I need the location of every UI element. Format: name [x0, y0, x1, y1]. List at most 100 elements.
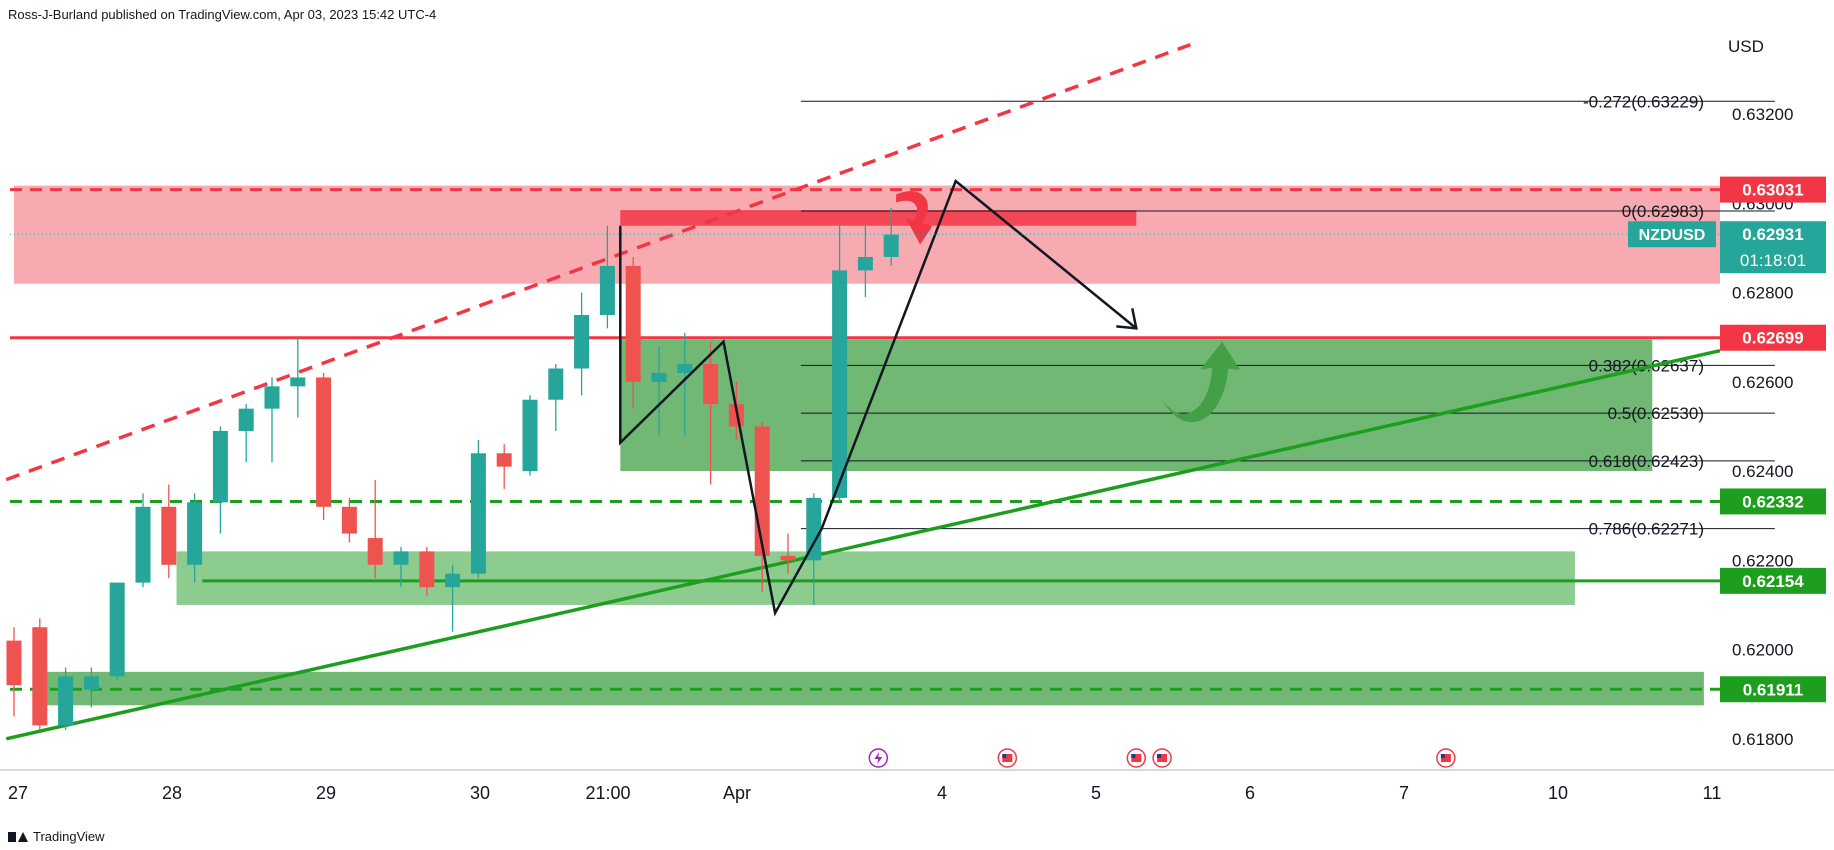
y-tick-label: 0.62600 [1732, 373, 1793, 392]
tradingview-logo-icon [8, 831, 28, 843]
dashed-red-trendline [5, 42, 1192, 482]
flag-canton [1440, 754, 1445, 758]
candle-body [341, 506, 357, 534]
green-curved-arrow-icon [1162, 341, 1241, 423]
trendlines-layer [5, 42, 1721, 741]
red-curved-arrow-icon [896, 191, 933, 245]
candle-body [470, 453, 486, 574]
candle-body [83, 676, 99, 690]
candle-body [496, 453, 512, 467]
x-tick-label: 27 [8, 783, 28, 803]
candle-body [677, 364, 693, 373]
x-tick-label: 28 [162, 783, 182, 803]
currency-label: USD [1728, 37, 1764, 56]
y-tick-label: 0.63200 [1732, 105, 1793, 124]
level-tag-bg [1720, 676, 1826, 703]
fib-level-label: 0.5(0.62530) [1608, 404, 1704, 423]
candle-body [161, 506, 177, 565]
candle-body [832, 270, 848, 498]
last-price-tag: 0.62931 [1742, 225, 1803, 244]
y-tick-label: 0.62000 [1732, 641, 1793, 660]
green-upper-zone [620, 339, 1653, 472]
level-tag: 0.63031 [1742, 181, 1803, 200]
last-price-tag-bg [1720, 221, 1826, 274]
flag-stripes [1131, 754, 1142, 762]
y-tick-label: 0.62200 [1732, 551, 1793, 570]
swing-arrowhead [1116, 308, 1138, 330]
green-middle-zone [176, 551, 1575, 605]
candle-body [780, 555, 796, 561]
level-tag-bg [1720, 567, 1826, 594]
candle-body [522, 399, 538, 472]
fib-level-label: 0(0.62983) [1622, 202, 1704, 221]
axes-layer: 0.632000.630000.628000.626000.624000.622… [0, 37, 1834, 803]
candle-body [212, 430, 228, 503]
x-tick-label: 7 [1399, 783, 1409, 803]
x-tick-label: 30 [470, 783, 490, 803]
fib-level-label: 0.618(0.62423) [1589, 452, 1704, 471]
candle-body [264, 386, 280, 409]
candle-body [32, 627, 48, 726]
flag-stripes [1002, 754, 1013, 762]
candle-body [316, 377, 332, 507]
candle-body [419, 551, 435, 588]
countdown-tag: 01:18:01 [1740, 251, 1806, 270]
events-layer [868, 748, 1456, 768]
candle-body [599, 265, 615, 315]
candle-body [445, 573, 461, 588]
candle-body [806, 497, 822, 561]
x-tick-label: 4 [937, 783, 947, 803]
y-tick-label: 0.61800 [1732, 730, 1793, 749]
published-header: Ross-J-Burland published on TradingView.… [8, 7, 437, 22]
x-tick-label: 11 [1703, 783, 1722, 803]
candle-body [393, 551, 409, 565]
candle-body [574, 314, 590, 369]
candle-body [625, 265, 641, 382]
flag-canton [1157, 754, 1162, 758]
candle-body [651, 372, 667, 382]
symbol-tag: NZDUSD [1639, 227, 1706, 244]
candles-layer [6, 207, 899, 730]
candle-body [548, 368, 564, 400]
x-tick-label: 6 [1245, 783, 1255, 803]
x-tick-label: Apr [723, 783, 751, 803]
green-trendline [5, 348, 1721, 741]
candle-body [290, 377, 306, 387]
red-supply-block [620, 210, 1137, 226]
y-tick-label: 0.62800 [1732, 284, 1793, 303]
drawings-layer [619, 179, 1241, 617]
level-tag-bg [1720, 176, 1826, 203]
candle-body [703, 364, 719, 405]
flag-canton [1131, 754, 1136, 758]
level-tag-bg [1720, 324, 1826, 351]
candle-body [238, 408, 254, 431]
candle-body [857, 256, 873, 271]
x-tick-label: 10 [1548, 783, 1568, 803]
level-tag: 0.62154 [1742, 572, 1804, 591]
symbol-tag-bg [1628, 221, 1716, 248]
flag-canton [1002, 754, 1007, 758]
fibonacci-layer: -0.272(0.63229)0(0.62983)0.382(0.62637)0… [800, 92, 1775, 539]
x-tick-label: 5 [1091, 783, 1101, 803]
candle-body [883, 234, 899, 257]
footer-brand: TradingView [33, 829, 105, 844]
candle-body [58, 676, 74, 726]
x-tick-label: 21:00 [585, 783, 630, 803]
lightning-glyph [874, 752, 883, 764]
swing-path-line [619, 179, 1138, 617]
level-tag-bg [1720, 488, 1826, 515]
y-tick-label: 0.62400 [1732, 462, 1793, 481]
tradingview-footer[interactable]: TradingView [8, 829, 105, 844]
candle-body [754, 426, 770, 556]
fib-level-label: 0.786(0.62271) [1589, 520, 1704, 539]
candle-body [109, 582, 125, 677]
x-tick-label: 29 [316, 783, 336, 803]
candle-body [135, 506, 151, 583]
fib-level-label: -0.272(0.63229) [1583, 92, 1704, 111]
candle-body [187, 502, 203, 565]
level-tag: 0.61911 [1743, 680, 1804, 699]
candle-body [367, 538, 383, 565]
flag-stripes [1157, 754, 1168, 762]
candle-body [6, 640, 22, 686]
